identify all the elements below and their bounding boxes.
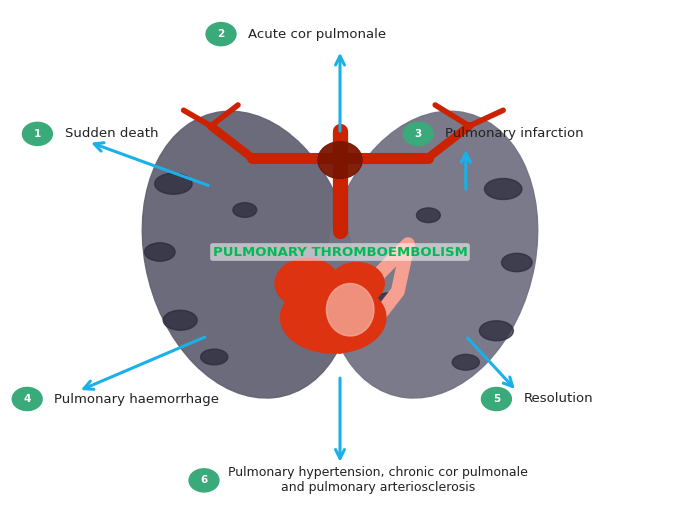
Text: Resolution: Resolution bbox=[524, 393, 593, 405]
Ellipse shape bbox=[275, 259, 340, 309]
Text: Sudden death: Sudden death bbox=[65, 128, 158, 140]
FancyArrowPatch shape bbox=[461, 153, 471, 189]
Ellipse shape bbox=[155, 173, 192, 194]
Text: Acute cor pulmonale: Acute cor pulmonale bbox=[248, 28, 386, 40]
FancyArrowPatch shape bbox=[335, 56, 345, 131]
Ellipse shape bbox=[377, 293, 398, 306]
FancyArrowPatch shape bbox=[95, 143, 208, 185]
Ellipse shape bbox=[326, 284, 374, 336]
Ellipse shape bbox=[330, 262, 384, 304]
Ellipse shape bbox=[233, 203, 257, 217]
Text: 5: 5 bbox=[493, 394, 500, 404]
Ellipse shape bbox=[326, 111, 538, 398]
Ellipse shape bbox=[280, 282, 386, 353]
Text: Pulmonary haemorrhage: Pulmonary haemorrhage bbox=[54, 393, 220, 405]
FancyArrowPatch shape bbox=[468, 338, 513, 386]
Circle shape bbox=[22, 122, 52, 145]
Ellipse shape bbox=[484, 178, 522, 200]
Circle shape bbox=[206, 23, 236, 46]
Ellipse shape bbox=[452, 354, 479, 370]
Circle shape bbox=[189, 469, 219, 492]
Ellipse shape bbox=[163, 310, 197, 330]
Circle shape bbox=[12, 387, 42, 411]
Circle shape bbox=[403, 122, 433, 145]
FancyArrowPatch shape bbox=[84, 337, 205, 390]
Text: 3: 3 bbox=[415, 129, 422, 139]
Text: PULMONARY THROMBOEMBOLISM: PULMONARY THROMBOEMBOLISM bbox=[213, 246, 467, 258]
Text: 2: 2 bbox=[218, 29, 224, 39]
Ellipse shape bbox=[501, 254, 532, 272]
Text: 1: 1 bbox=[34, 129, 41, 139]
FancyArrowPatch shape bbox=[335, 378, 345, 458]
Ellipse shape bbox=[416, 208, 441, 223]
Ellipse shape bbox=[201, 349, 228, 365]
Text: 4: 4 bbox=[24, 394, 31, 404]
Text: Pulmonary infarction: Pulmonary infarction bbox=[445, 128, 584, 140]
Ellipse shape bbox=[142, 111, 354, 398]
Ellipse shape bbox=[144, 243, 175, 261]
Text: Pulmonary hypertension, chronic cor pulmonale
and pulmonary arteriosclerosis: Pulmonary hypertension, chronic cor pulm… bbox=[228, 466, 528, 495]
Circle shape bbox=[481, 387, 511, 411]
Text: 6: 6 bbox=[201, 475, 207, 486]
Ellipse shape bbox=[479, 321, 513, 341]
Ellipse shape bbox=[318, 142, 362, 178]
